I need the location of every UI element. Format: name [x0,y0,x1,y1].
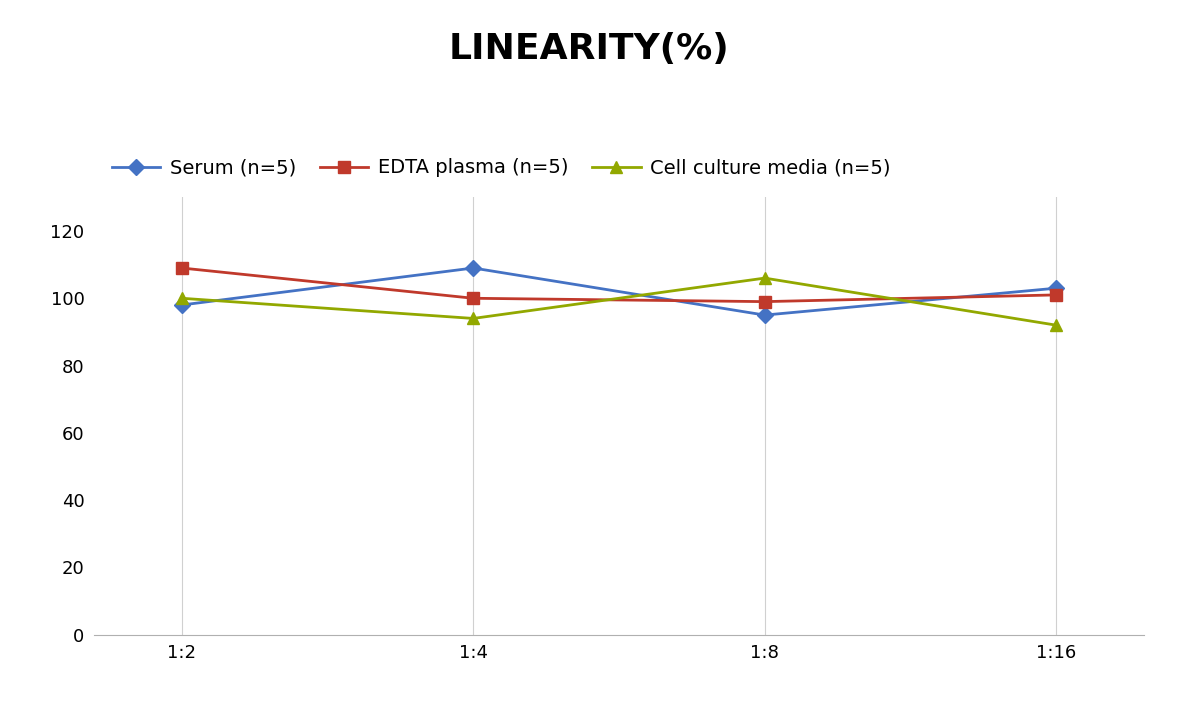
Cell culture media (n=5) [1049,321,1063,329]
EDTA plasma (n=5) [466,294,480,302]
Cell culture media (n=5) [758,274,772,282]
Line: EDTA plasma (n=5): EDTA plasma (n=5) [176,262,1062,307]
Serum (n=5) [758,311,772,319]
Text: LINEARITY(%): LINEARITY(%) [449,32,730,66]
Line: Serum (n=5): Serum (n=5) [176,262,1062,321]
Cell culture media (n=5) [174,294,189,302]
Serum (n=5) [466,264,480,272]
Serum (n=5) [174,301,189,309]
Line: Cell culture media (n=5): Cell culture media (n=5) [176,273,1062,331]
EDTA plasma (n=5) [1049,290,1063,299]
Serum (n=5) [1049,284,1063,293]
EDTA plasma (n=5) [758,298,772,306]
EDTA plasma (n=5) [174,264,189,272]
Legend: Serum (n=5), EDTA plasma (n=5), Cell culture media (n=5): Serum (n=5), EDTA plasma (n=5), Cell cul… [104,151,898,185]
Cell culture media (n=5) [466,314,480,323]
